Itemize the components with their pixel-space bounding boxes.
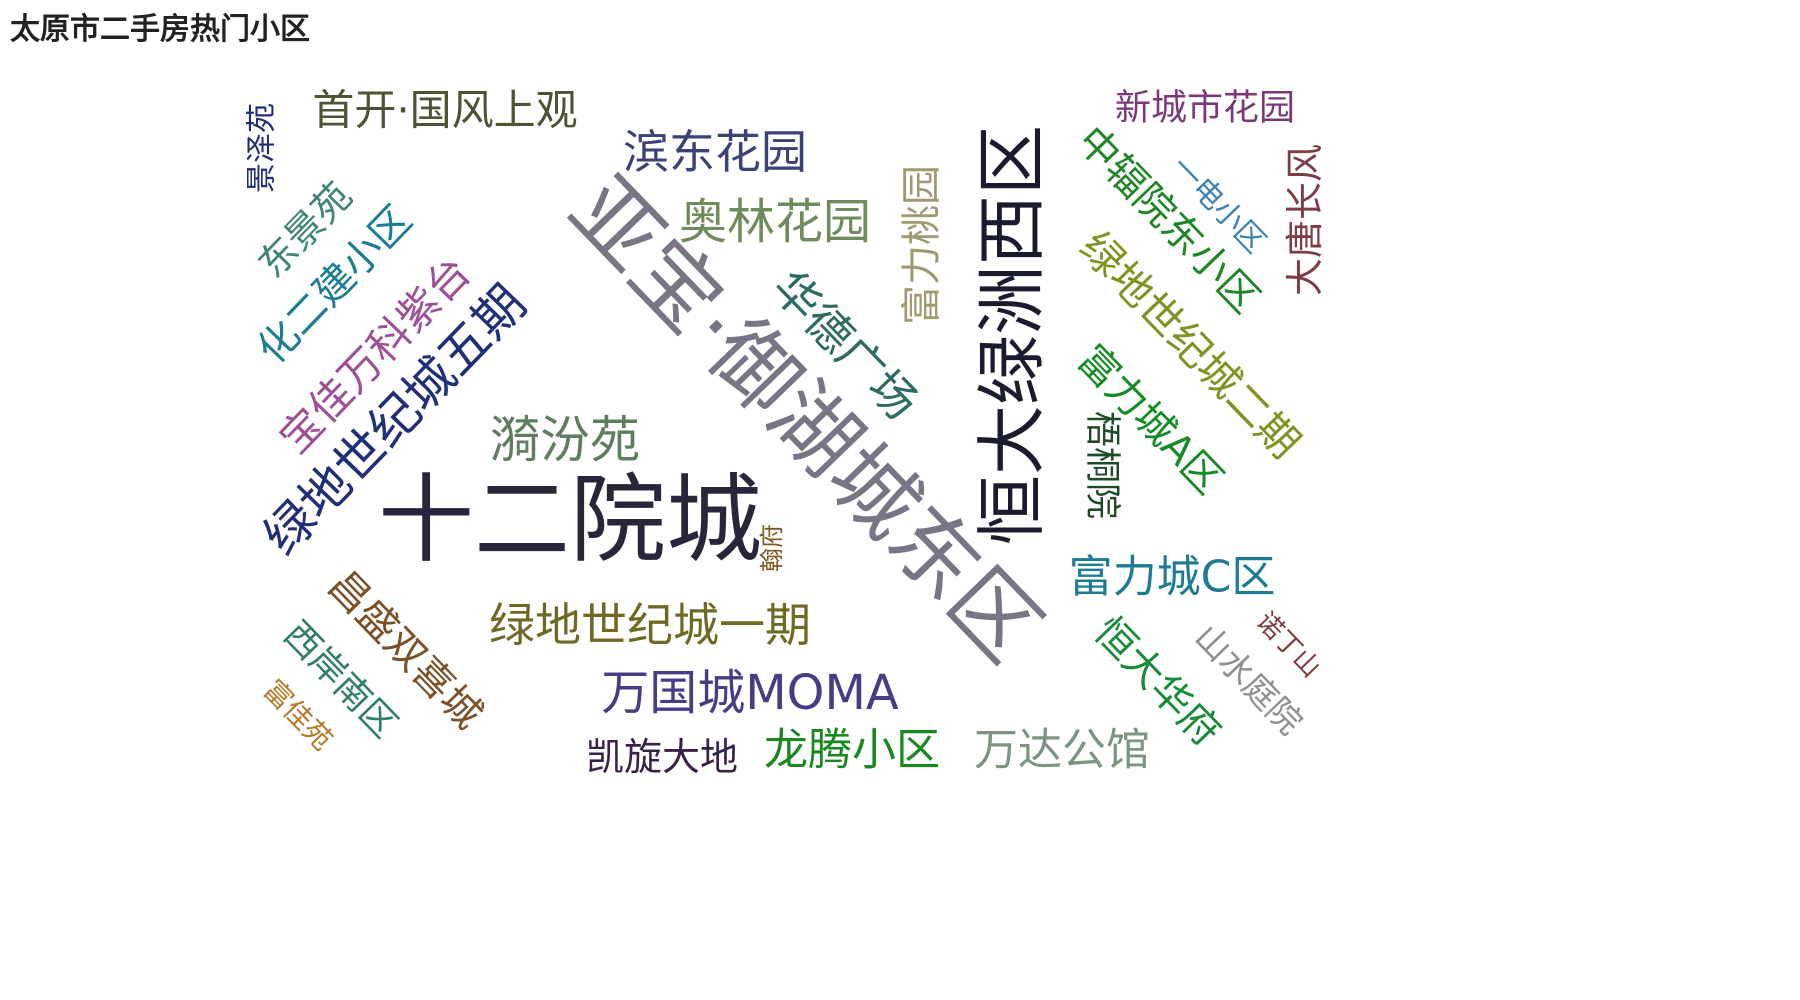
word-16: 富力城C区 [1069, 552, 1276, 603]
word-5: 滨东花园 [623, 125, 807, 179]
word-27: 新城市花园 [1115, 88, 1295, 129]
chart-title: 太原市二手房热门小区 [10, 12, 310, 47]
word-24: 凯旋大地 [586, 735, 738, 779]
word-29: 大唐长风 [1283, 144, 1327, 296]
word-12: 万国城MOMA [601, 665, 899, 721]
word-23: 万达公馆 [974, 725, 1150, 776]
word-9: 富力桃园 [899, 165, 945, 325]
word-19: 景泽苑 [245, 103, 280, 193]
word-11: 绿地世纪城一期 [489, 598, 811, 652]
word-30: 梧桐院 [1082, 411, 1123, 519]
word-6: 首开·国风上观 [312, 86, 577, 135]
word-31: 翰府 [758, 524, 786, 572]
word-2: 恒大绿洲西区 [971, 125, 1053, 545]
word-10: 漪汾苑 [490, 411, 640, 469]
word-4: 奥林花园 [679, 194, 871, 250]
word-1: 十二院城 [378, 464, 762, 576]
word-22: 龙腾小区 [764, 725, 940, 776]
